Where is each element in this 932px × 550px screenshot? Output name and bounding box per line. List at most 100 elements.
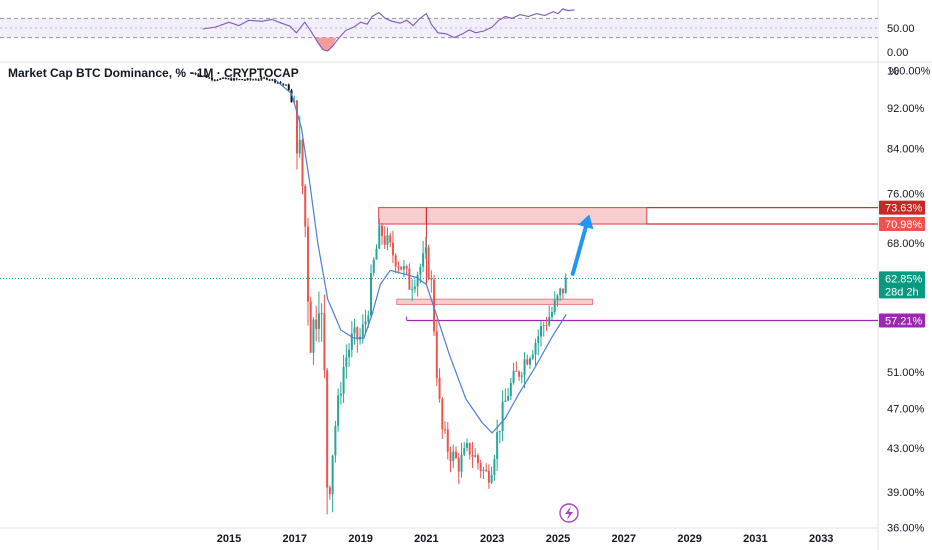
candle-body <box>422 253 425 267</box>
candle-body <box>378 225 381 249</box>
candle <box>320 303 323 342</box>
candle-body <box>249 78 252 80</box>
candle <box>230 77 233 81</box>
candle-body <box>537 336 540 344</box>
projection-arrow-shaft <box>570 225 588 276</box>
price-badge-bg <box>879 217 925 232</box>
candle <box>504 388 507 402</box>
candle <box>397 261 400 274</box>
candle-body <box>211 77 214 80</box>
candle <box>455 446 458 460</box>
candle-body <box>350 333 353 350</box>
candle-body <box>446 429 449 452</box>
price-tick-label: 84.00% <box>887 144 925 156</box>
price-badge-bg <box>879 284 925 299</box>
candle <box>553 291 556 315</box>
candle-body <box>383 235 386 245</box>
candle <box>422 240 425 272</box>
price-badge: 28d 2h <box>879 284 925 299</box>
time-tick-label: 2021 <box>414 533 438 545</box>
candle-body <box>523 359 526 376</box>
price-badge-text: 62.85% <box>885 273 923 285</box>
candle-body <box>507 396 510 401</box>
candle <box>194 72 197 76</box>
price-badge-text: 73.63% <box>885 203 923 215</box>
candle-body <box>468 443 471 455</box>
candle <box>211 76 214 82</box>
candle-body <box>400 266 403 270</box>
candle <box>550 306 553 320</box>
candle <box>364 309 367 335</box>
price-tick-label: 76.00% <box>887 188 925 200</box>
candle <box>287 83 290 92</box>
event-icon-bolt <box>565 506 573 520</box>
candle <box>441 397 444 439</box>
candle <box>457 453 460 485</box>
candle-body <box>487 470 490 483</box>
price-tick-label: 51.00% <box>887 367 925 379</box>
candle-body <box>345 357 348 367</box>
candle-body <box>438 377 441 399</box>
candle <box>268 78 271 81</box>
candle-body <box>444 429 447 431</box>
candle <box>537 329 540 356</box>
price-badge-bg <box>879 271 925 286</box>
candle <box>559 287 562 301</box>
candle <box>243 78 246 81</box>
candle-body <box>320 313 323 315</box>
candle-body <box>550 312 553 317</box>
candle-body <box>408 268 411 290</box>
candle-body <box>295 100 298 154</box>
candle <box>515 361 518 372</box>
candle-body <box>230 78 233 81</box>
candle-body <box>348 349 351 358</box>
candle-body <box>509 382 512 397</box>
price-tick-label: 43.00% <box>887 443 925 455</box>
time-tick-label: 2015 <box>217 533 241 545</box>
candle-body <box>397 266 400 268</box>
event-lightning-icon[interactable] <box>559 503 579 523</box>
candle <box>219 78 222 81</box>
candle-body <box>520 375 523 377</box>
candle <box>232 77 235 81</box>
candle <box>370 264 373 318</box>
candle <box>498 430 501 444</box>
candle-body <box>285 84 288 86</box>
candle-body <box>304 185 307 227</box>
candle <box>493 454 496 481</box>
candle <box>449 446 452 473</box>
candle-body <box>394 255 397 267</box>
candle <box>221 77 224 79</box>
candle <box>246 77 249 81</box>
candle-body <box>265 77 268 80</box>
candle-body <box>194 72 197 75</box>
candle <box>372 257 375 276</box>
candle <box>306 217 309 326</box>
candle-body <box>257 79 260 81</box>
price-tick-label: 47.00% <box>887 403 925 415</box>
time-tick-label: 2027 <box>612 533 636 545</box>
candle-body <box>205 75 208 78</box>
candle <box>446 422 449 460</box>
candle <box>501 390 504 442</box>
candle-body <box>216 79 219 81</box>
price-badge-text: 28d 2h <box>885 286 919 298</box>
candle-body <box>553 300 556 313</box>
candle <box>350 321 353 358</box>
candle <box>339 381 342 405</box>
candle-body <box>202 75 205 77</box>
candle-body <box>191 72 194 74</box>
candle <box>200 75 203 77</box>
candle <box>380 222 383 245</box>
candle <box>254 78 257 81</box>
candle <box>227 77 230 80</box>
price-tick-label: 100.00% <box>887 66 931 78</box>
chart-title: Market Cap BTC Dominance, % · 1M · CRYPT… <box>8 66 299 80</box>
candle <box>413 279 416 293</box>
unit-toggle[interactable]: % <box>889 66 899 78</box>
candle-body <box>430 278 433 280</box>
candle-body <box>224 77 227 80</box>
price-tick-label: 39.00% <box>887 487 925 499</box>
time-tick-label: 2019 <box>348 533 372 545</box>
